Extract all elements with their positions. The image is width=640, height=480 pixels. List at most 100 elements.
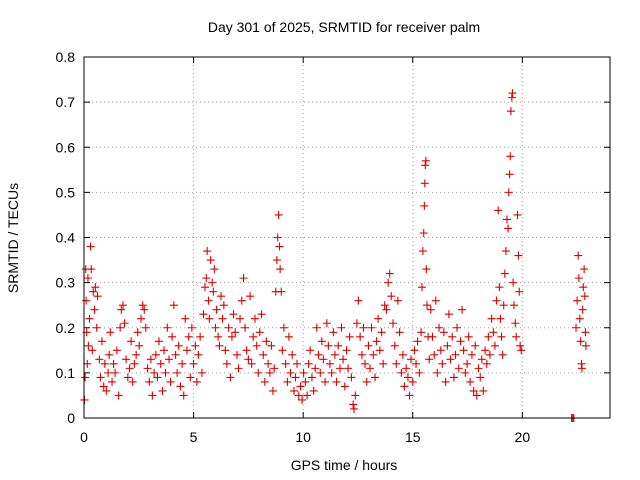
data-point: [461, 368, 470, 377]
data-point: [417, 328, 426, 337]
data-point: [573, 296, 582, 305]
data-point: [265, 368, 274, 377]
data-point: [206, 256, 215, 265]
data-point: [369, 350, 378, 359]
data-point: [221, 346, 230, 355]
data-point: [321, 377, 330, 386]
y-tick-label: 0.4: [56, 230, 76, 246]
data-point: [410, 346, 419, 355]
data-point: [439, 328, 448, 337]
data-point: [306, 346, 315, 355]
data-point: [184, 332, 193, 341]
data-point: [572, 323, 581, 332]
data-point: [408, 377, 417, 386]
data-point: [89, 287, 98, 296]
data-point: [487, 314, 496, 323]
data-point: [268, 386, 277, 395]
data-point: [581, 328, 590, 337]
data-point: [232, 350, 241, 359]
data-point: [516, 341, 525, 350]
data-point: [579, 283, 588, 292]
y-tick-label: 0.2: [56, 320, 76, 336]
data-point: [393, 296, 402, 305]
data-point: [119, 301, 128, 310]
data-point: [364, 341, 373, 350]
data-point: [281, 359, 290, 368]
data-point: [420, 179, 429, 188]
data-point: [577, 364, 586, 373]
data-point: [173, 368, 182, 377]
data-points: [80, 89, 590, 422]
data-point: [322, 319, 331, 328]
plot-frame: [83, 56, 611, 419]
data-point: [314, 350, 323, 359]
data-point: [459, 346, 468, 355]
data-point: [471, 341, 480, 350]
data-point: [226, 373, 235, 382]
data-point: [422, 301, 431, 310]
x-tick-label: 20: [515, 429, 531, 445]
data-point: [158, 386, 167, 395]
data-point: [168, 332, 177, 341]
data-point: [574, 251, 583, 260]
data-point: [293, 359, 302, 368]
data-point: [181, 314, 190, 323]
y-tick-label: 0.6: [56, 139, 76, 155]
data-point: [187, 323, 196, 332]
data-point: [237, 296, 246, 305]
data-point: [151, 350, 160, 359]
data-point: [102, 386, 111, 395]
data-point: [125, 364, 134, 373]
data-point: [515, 287, 524, 296]
data-point: [379, 359, 388, 368]
data-point: [581, 341, 590, 350]
y-tick-label: 0.7: [56, 94, 76, 110]
data-point: [435, 323, 444, 332]
data-point: [210, 265, 219, 274]
data-point: [430, 350, 439, 359]
data-point: [104, 368, 113, 377]
data-point: [484, 332, 493, 341]
data-point: [241, 323, 250, 332]
data-point: [426, 305, 435, 314]
data-point: [367, 323, 376, 332]
data-point: [219, 301, 228, 310]
data-point: [286, 368, 295, 377]
data-point: [421, 156, 430, 165]
data-point: [497, 332, 506, 341]
data-point: [278, 346, 287, 355]
data-point: [214, 332, 223, 341]
data-point: [469, 386, 478, 395]
data-point: [260, 377, 269, 386]
data-point: [514, 251, 523, 260]
data-point: [517, 346, 526, 355]
chart-title: Day 301 of 2025, SRMTID for receiver pal…: [208, 19, 480, 35]
data-point: [252, 341, 261, 350]
data-point: [90, 305, 99, 314]
data-point: [337, 323, 346, 332]
data-point: [433, 368, 442, 377]
data-point: [504, 224, 513, 233]
data-point: [405, 391, 414, 400]
data-point: [474, 364, 483, 373]
data-point: [143, 364, 152, 373]
data-point: [197, 368, 206, 377]
data-point: [224, 323, 233, 332]
data-point: [186, 373, 195, 382]
data-point: [335, 364, 344, 373]
data-point: [249, 332, 258, 341]
data-point: [250, 314, 259, 323]
data-point: [120, 319, 129, 328]
data-point: [453, 323, 462, 332]
data-point: [419, 228, 428, 237]
data-point: [304, 359, 313, 368]
data-point: [264, 359, 273, 368]
data-point: [91, 283, 100, 292]
data-point: [192, 377, 201, 386]
data-point: [109, 359, 118, 368]
data-point: [141, 323, 150, 332]
data-point: [350, 404, 359, 413]
data-point: [496, 314, 505, 323]
data-point: [354, 296, 363, 305]
data-point: [114, 391, 123, 400]
